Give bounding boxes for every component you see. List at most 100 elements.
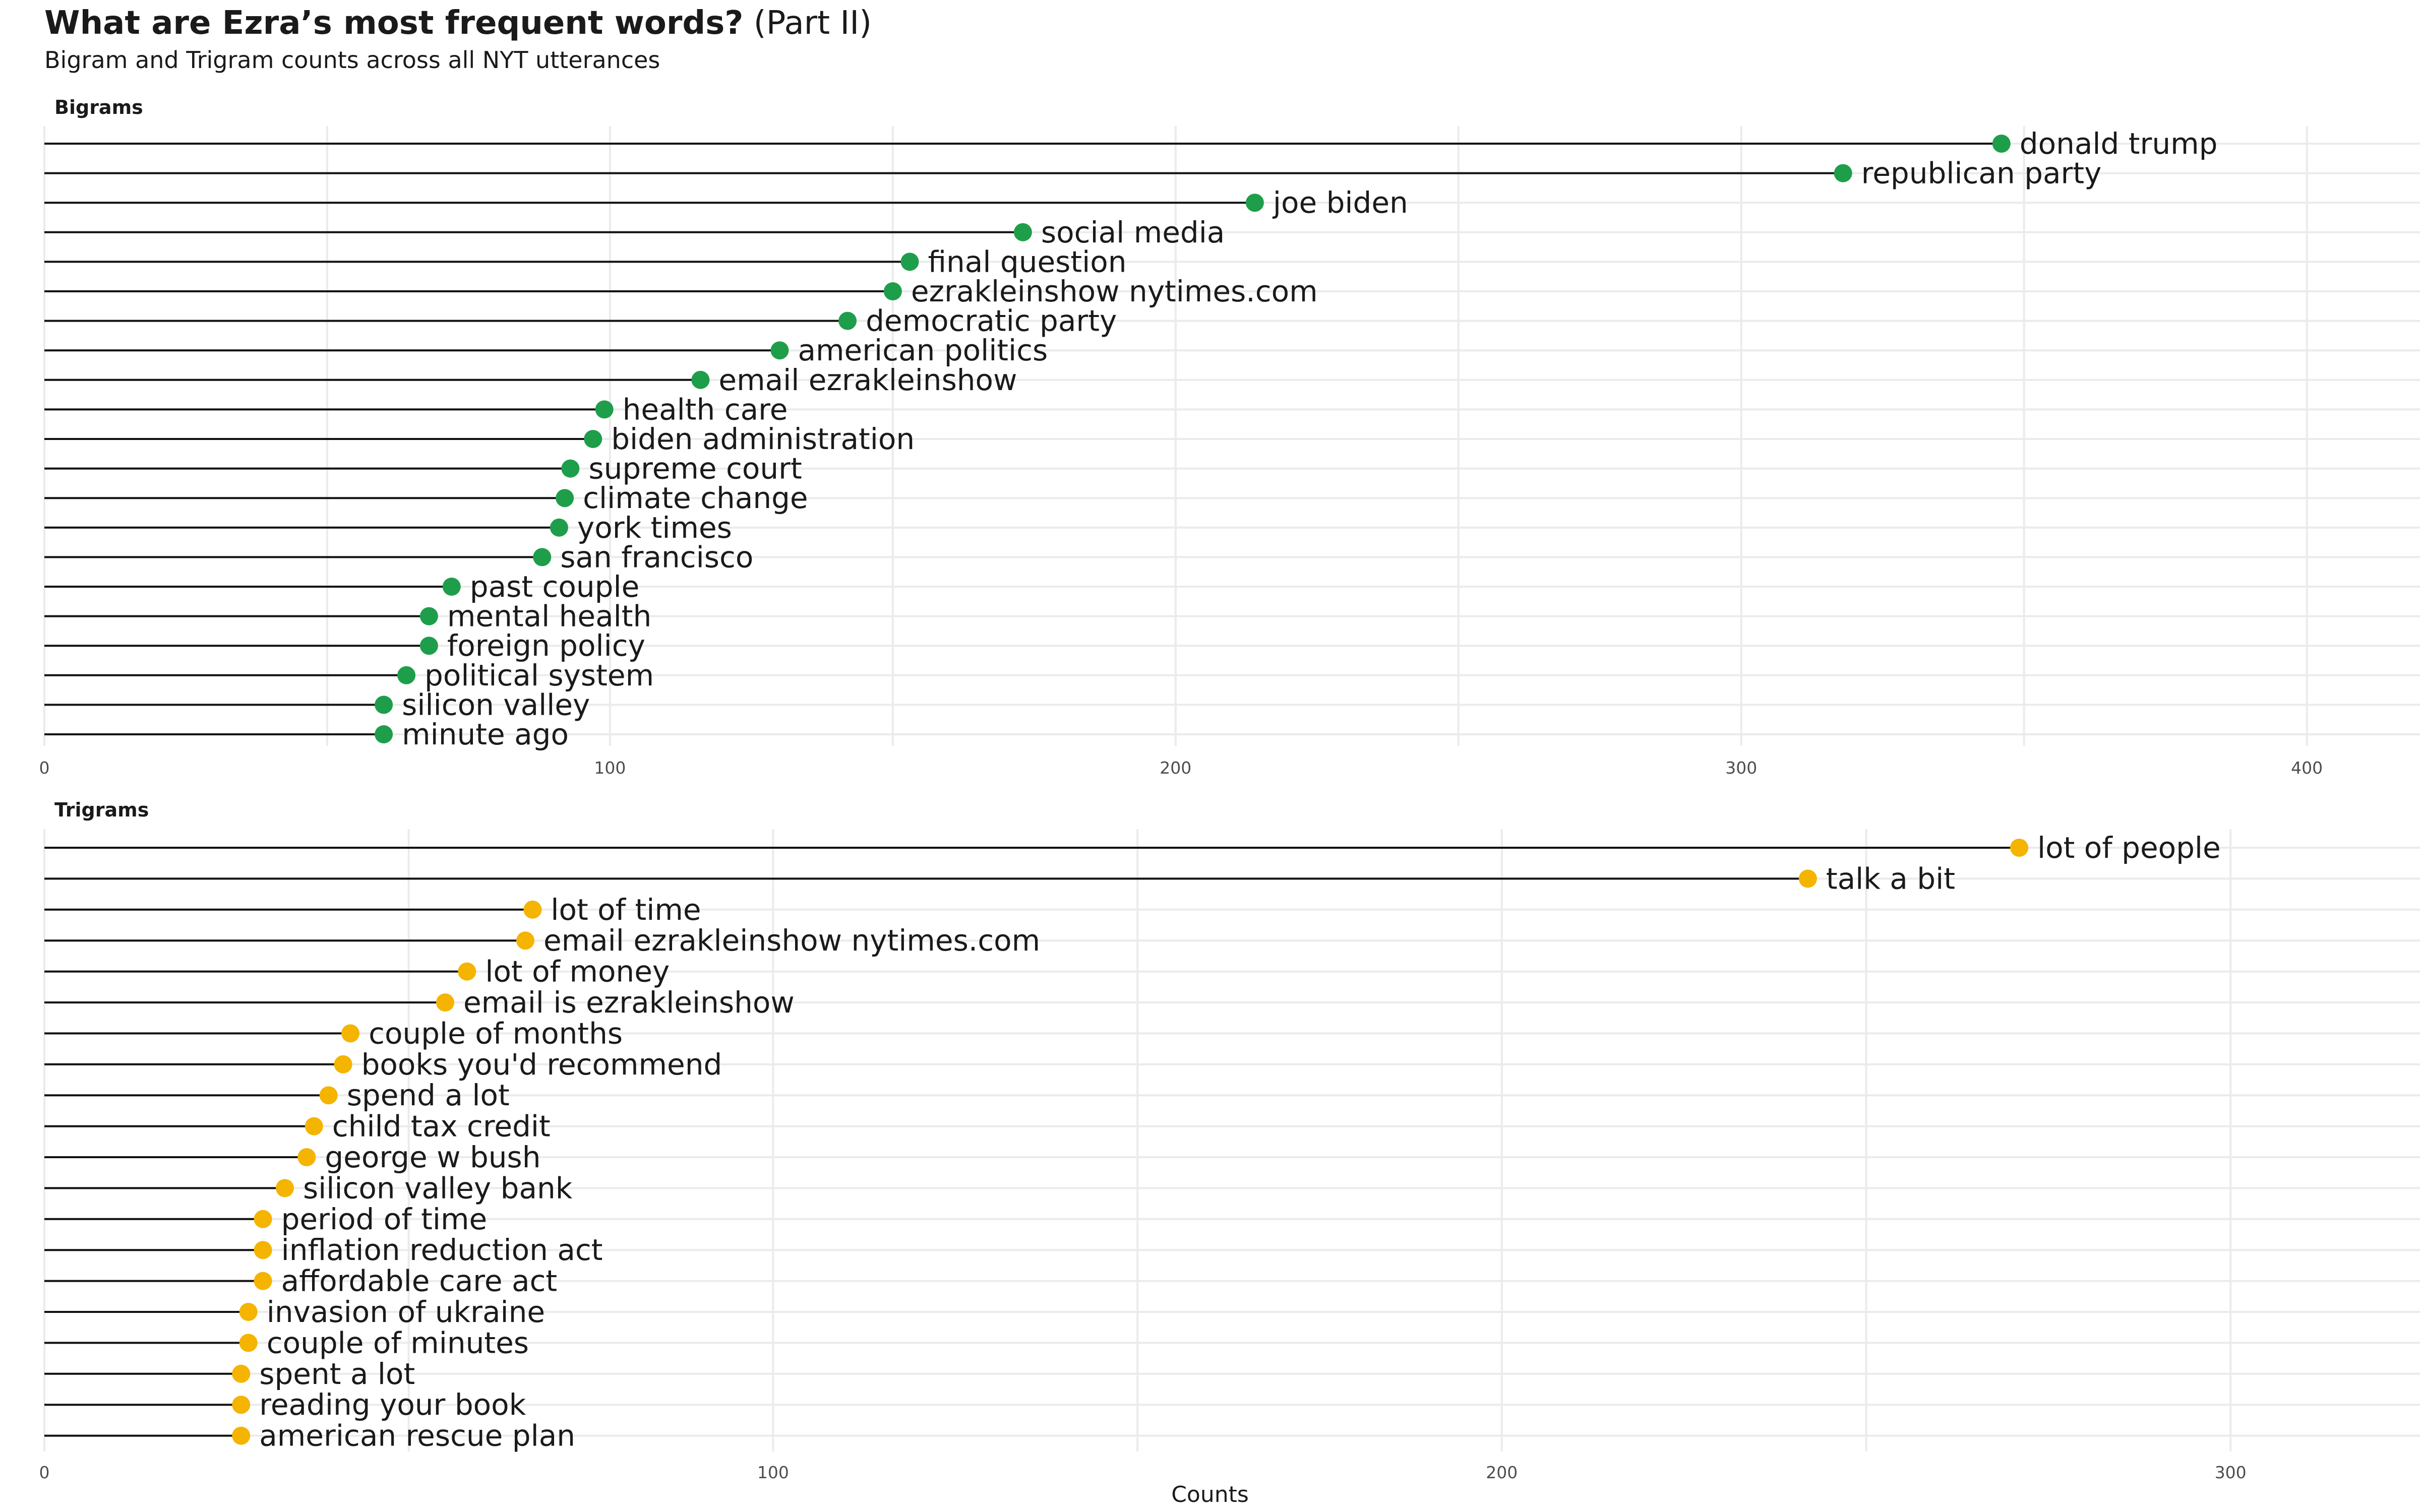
trigrams-point-label: george w bush <box>325 1140 540 1174</box>
bigrams-row: minute ago <box>44 717 2420 751</box>
bigrams-point-label: climate change <box>583 481 808 515</box>
bigrams-point-label: republican party <box>1861 156 2102 191</box>
bigrams-row: foreign policy <box>44 628 2420 663</box>
bigrams-point <box>442 578 461 596</box>
trigrams-point-label: email ezrakleinshow nytimes.com <box>543 923 1040 958</box>
chart-title-main: What are Ezra’s most frequent words? <box>44 5 744 42</box>
bigrams-point <box>1013 223 1032 241</box>
bigrams-row: ezrakleinshow nytimes.com <box>44 274 2420 308</box>
bigrams-row: political system <box>44 658 2420 692</box>
chart-subtitle: Bigram and Trigram counts across all NYT… <box>44 46 660 74</box>
title-block: What are Ezra’s most frequent words? (Pa… <box>44 3 872 76</box>
bigrams-row: biden administration <box>44 422 2420 456</box>
trigrams-row: books you'd recommend <box>44 1047 2420 1082</box>
trigrams-row: talk a bit <box>44 861 2420 896</box>
bigrams-point-label: democratic party <box>866 304 1117 338</box>
bigrams-point <box>419 607 438 625</box>
trigrams-point-label: books you'd recommend <box>361 1047 722 1082</box>
trigrams-row: spend a lot <box>44 1078 2420 1112</box>
trigrams-point-label: couple of months <box>369 1016 623 1050</box>
bigrams-point-label: mental health <box>447 599 651 634</box>
trigrams-gridlines <box>43 829 2232 1452</box>
bigrams-gridlines <box>43 126 2308 746</box>
bigrams-point <box>375 696 393 714</box>
bigrams-point <box>900 253 919 271</box>
bigrams-point <box>770 341 789 360</box>
trigrams-row: lot of time <box>44 893 2420 927</box>
bigrams-row: donald trump <box>44 127 2420 161</box>
bigrams-row: health care <box>44 392 2420 426</box>
bigrams-row: democratic party <box>44 304 2420 338</box>
bigrams-point-label: donald trump <box>2020 127 2218 161</box>
trigrams-x-tick-label: 200 <box>1486 1463 1518 1482</box>
trigrams-point-label: couple of minutes <box>267 1326 529 1360</box>
trigrams-row: affordable care act <box>44 1264 2420 1298</box>
trigrams-point <box>341 1024 360 1043</box>
trigrams-x-tick-label: 100 <box>757 1463 789 1482</box>
trigrams-row: reading your book <box>44 1388 2420 1422</box>
bigrams-x-tick-label: 400 <box>2291 758 2323 778</box>
trigrams-point <box>458 962 476 981</box>
bigrams-point-label: health care <box>623 392 788 426</box>
bigrams-row: climate change <box>44 481 2420 515</box>
bigrams-point <box>584 430 602 448</box>
trigrams-row: spent a lot <box>44 1357 2420 1391</box>
trigrams-point-label: lot of money <box>485 955 670 989</box>
trigrams-point <box>232 1364 251 1383</box>
trigrams-row: invasion of ukraine <box>44 1295 2420 1329</box>
bigrams-row: final question <box>44 244 2420 279</box>
bigrams-point-label: supreme court <box>588 452 802 486</box>
bigrams-point-label: foreign policy <box>447 628 645 663</box>
bigrams-point <box>561 459 580 478</box>
bigrams-x-tick-label: 0 <box>39 758 50 778</box>
bigrams-point <box>1834 164 1852 182</box>
bigrams-x-tick-label: 100 <box>594 758 626 778</box>
bigrams-row: york times <box>44 511 2420 545</box>
bigrams-point <box>375 725 393 743</box>
bigrams-point-label: ezrakleinshow nytimes.com <box>911 274 1318 308</box>
trigrams-row: couple of minutes <box>44 1326 2420 1360</box>
trigrams-point <box>239 1334 258 1352</box>
trigrams-point-label: lot of time <box>551 893 701 927</box>
trigrams-point <box>305 1117 323 1136</box>
bigrams-row: past couple <box>44 570 2420 604</box>
bigrams-x-tick-label: 300 <box>1725 758 1757 778</box>
bigrams-point-label: biden administration <box>611 422 915 456</box>
trigrams-x-tick-label: 300 <box>2215 1463 2247 1482</box>
bigrams-point-label: york times <box>577 511 732 545</box>
bigrams-row: joe biden <box>44 185 2420 220</box>
trigrams-row: silicon valley bank <box>44 1171 2420 1205</box>
trigrams-point <box>254 1241 272 1259</box>
bigrams-point-label: san francisco <box>560 540 753 574</box>
bigrams-point <box>419 637 438 655</box>
bigrams-point-label: minute ago <box>402 717 569 751</box>
bigrams-point-label: american politics <box>798 333 1048 367</box>
trigrams-point-label: inflation reduction act <box>281 1233 603 1267</box>
bigrams-point-label: email ezrakleinshow <box>718 363 1017 397</box>
bigrams-point-label: silicon valley <box>402 687 590 722</box>
bigrams-point-label: past couple <box>470 570 640 604</box>
trigrams-point <box>297 1148 316 1166</box>
trigrams-point <box>334 1055 352 1074</box>
bigrams-point <box>397 666 416 684</box>
bigrams-row: republican party <box>44 156 2420 191</box>
bigrams-point <box>1245 194 1264 212</box>
bigrams-x-tick-label: 200 <box>1160 758 1191 778</box>
trigrams-point <box>2010 839 2029 857</box>
trigrams-point-label: period of time <box>281 1202 488 1236</box>
chart-title-suffix: (Part II) <box>743 5 872 42</box>
trigrams-row: child tax credit <box>44 1109 2420 1144</box>
trigrams-row: inflation reduction act <box>44 1233 2420 1267</box>
bigrams-point <box>595 400 614 419</box>
bigrams-row: mental health <box>44 599 2420 634</box>
bigrams-row: san francisco <box>44 540 2420 574</box>
trigrams-row: email ezrakleinshow nytimes.com <box>44 923 2420 958</box>
trigrams-point <box>275 1179 294 1198</box>
trigrams-row: period of time <box>44 1202 2420 1236</box>
trigrams-x-tick-label: 0 <box>39 1463 50 1482</box>
trigrams-point-label: invasion of ukraine <box>267 1295 545 1329</box>
trigrams-point <box>232 1396 251 1414</box>
bigrams-row: supreme court <box>44 452 2420 486</box>
